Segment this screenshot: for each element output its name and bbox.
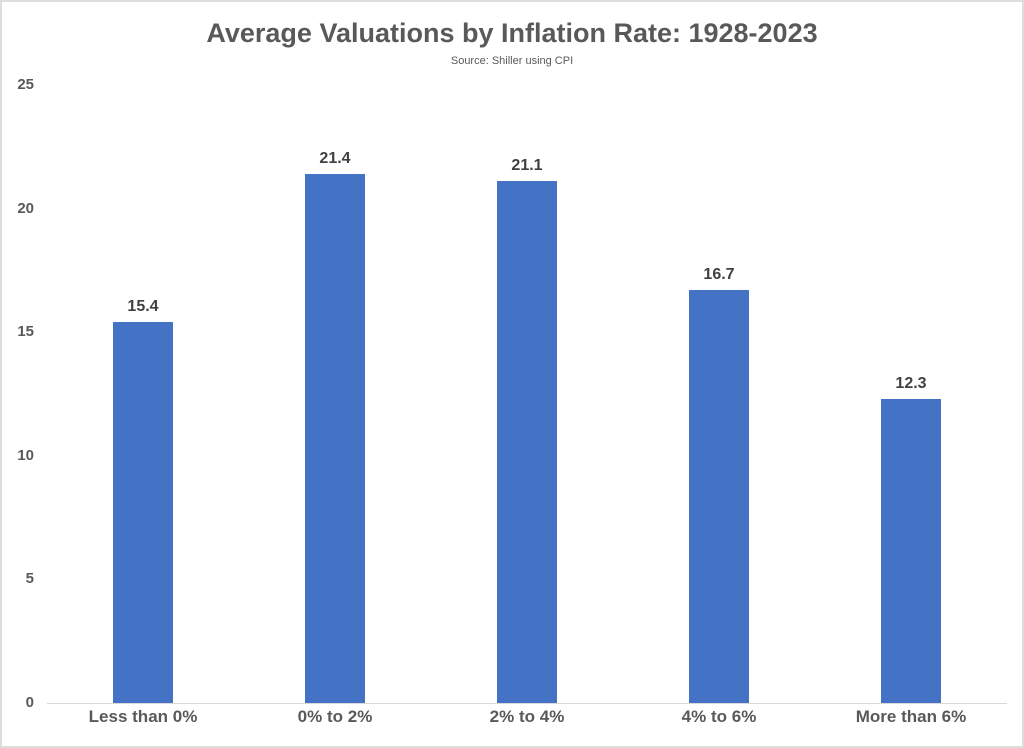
x-axis-category-label: 4% to 6% <box>681 707 757 726</box>
x-axis-category-label: 2% to 4% <box>489 707 565 726</box>
bar-slot: 15.4 <box>47 85 239 703</box>
y-axis-tick-label: 25 <box>17 76 34 93</box>
bar <box>689 290 749 703</box>
y-axis-tick-label: 20 <box>17 199 34 217</box>
bar-value-label: 21.1 <box>511 157 543 175</box>
y-axis-tick-label: 0 <box>25 694 34 711</box>
y-axis-tick-label: 10 <box>17 446 34 464</box>
x-axis-category-label: More than 6% <box>855 707 967 726</box>
chart-subtitle: Source: Shiller using CPI <box>450 55 574 67</box>
bar-value-label: 12.3 <box>895 374 927 392</box>
x-axis: Less than 0% 0% to 2% 2% to 4% 4% to 6% More… <box>47 706 1007 728</box>
bar-slot: 12.3 <box>815 85 1007 703</box>
y-axis: 0 5 10 15 20 25 <box>2 76 34 711</box>
y-axis-tick-label: 5 <box>25 570 34 588</box>
bar <box>497 181 557 703</box>
x-axis-category-label: 0% to 2% <box>297 707 373 726</box>
bar <box>305 174 365 703</box>
bar-value-label: 21.4 <box>319 150 351 167</box>
bar-slot: 21.4 <box>239 85 431 703</box>
bar-slot: 16.7 <box>623 85 815 703</box>
plot-area: 15.4 21.4 21.1 16.7 12.3 <box>47 85 1007 704</box>
y-axis-tick-label: 15 <box>17 323 34 341</box>
bar-slot: 21.1 <box>431 85 623 703</box>
bar-value-label: 15.4 <box>127 298 159 316</box>
bar <box>881 398 941 703</box>
bar <box>113 322 173 703</box>
x-axis-category-label: Less than 0% <box>88 707 198 726</box>
bar-value-label: 16.7 <box>703 266 735 284</box>
chart-title: Average Valuations by Inflation Rate: 19… <box>206 18 818 48</box>
